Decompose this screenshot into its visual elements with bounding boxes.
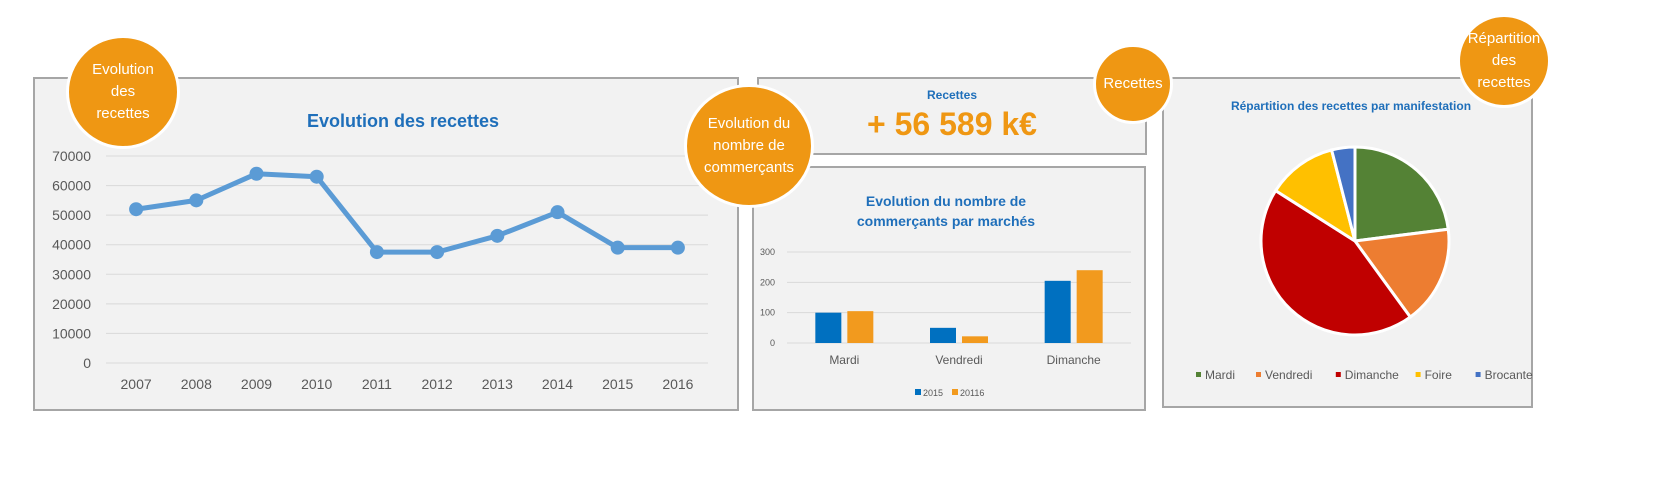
pie-chart-panel [1162, 77, 1533, 408]
kpi-panel [757, 77, 1147, 155]
kpi-label: Recettes [926, 88, 978, 102]
badge-recettes: Recettes [1093, 44, 1173, 124]
bar-chart-panel [752, 166, 1146, 411]
kpi-value: + 56 589 k€ [867, 106, 1037, 142]
badge-repartition: Répartition des recettes [1457, 14, 1551, 108]
badge-commercants: Evolution du nombre de commerçants [684, 84, 814, 208]
badge-recettes-evolution: Evolution des recettes [66, 35, 180, 149]
